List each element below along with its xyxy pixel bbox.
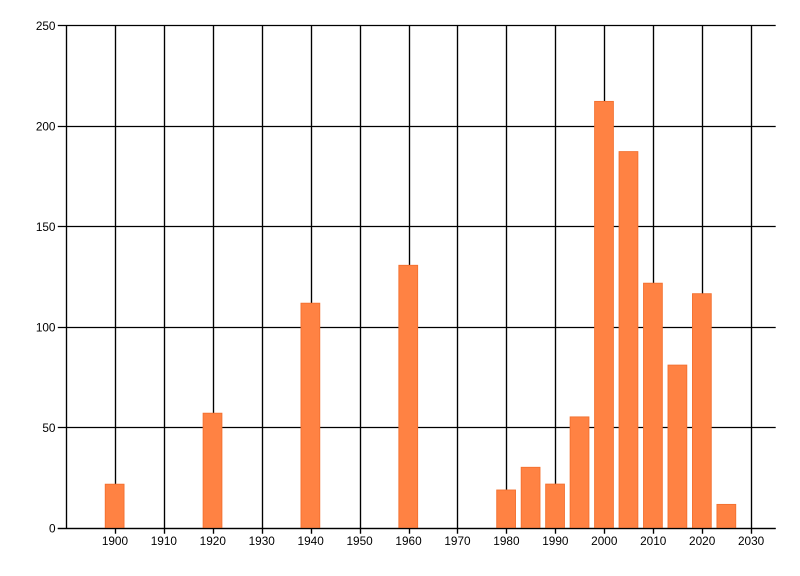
svg-text:150: 150: [36, 220, 56, 234]
svg-text:1900: 1900: [102, 534, 129, 548]
svg-text:1910: 1910: [151, 534, 178, 548]
svg-text:2020: 2020: [689, 534, 716, 548]
svg-text:1950: 1950: [346, 534, 373, 548]
svg-text:50: 50: [42, 421, 56, 435]
svg-text:1970: 1970: [444, 534, 471, 548]
svg-text:1920: 1920: [200, 534, 227, 548]
svg-text:1990: 1990: [542, 534, 569, 548]
svg-text:1930: 1930: [249, 534, 276, 548]
svg-text:2030: 2030: [738, 534, 765, 548]
svg-text:2010: 2010: [640, 534, 667, 548]
svg-text:1960: 1960: [395, 534, 422, 548]
svg-text:100: 100: [36, 320, 56, 334]
svg-text:200: 200: [36, 119, 56, 133]
svg-text:2000: 2000: [591, 534, 618, 548]
svg-text:250: 250: [36, 19, 56, 33]
svg-text:1980: 1980: [493, 534, 520, 548]
svg-text:0: 0: [49, 521, 56, 535]
svg-text:1940: 1940: [298, 534, 325, 548]
